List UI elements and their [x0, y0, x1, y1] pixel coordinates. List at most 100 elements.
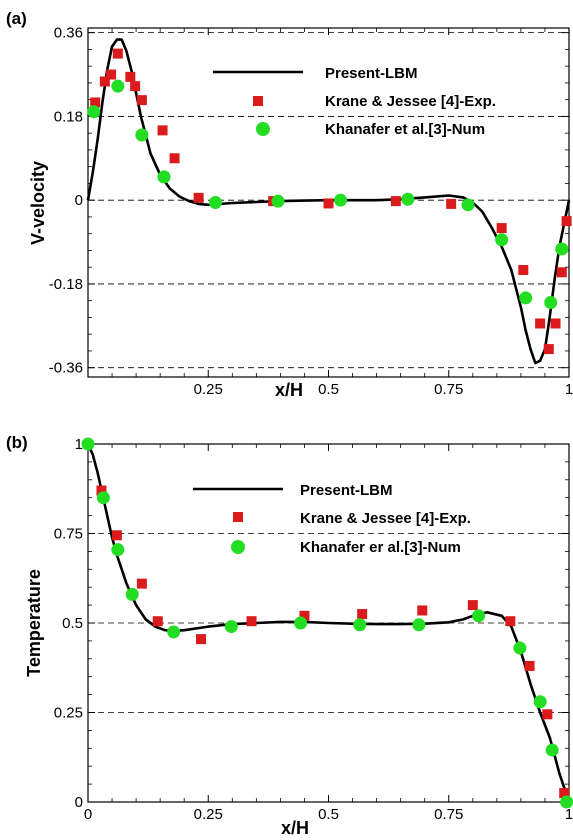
x-tick-label: 1 [565, 806, 573, 823]
panel-b-xlabel: x/H [281, 818, 309, 838]
exp-point-a [556, 267, 567, 278]
exp-point-a [550, 318, 561, 329]
panel-a-legend: Present-LBM Krane & Jessee [4]-Exp. Khan… [213, 65, 496, 138]
legend-a-item-1: Present-LBM [325, 65, 418, 82]
x-tick-label: 1 [565, 381, 573, 398]
panel-a-ylabel: V-velocity [28, 161, 48, 245]
num-point-a [401, 192, 415, 206]
num-point-a [271, 194, 285, 208]
panel-b-series [81, 437, 573, 809]
num-point-a [87, 105, 101, 119]
y-tick-label: -0.18 [49, 276, 83, 293]
panel-b: (b) 0 0.25 0.5 0.75 1 0 0.25 0.5 0.75 1 x/H Tempe… [6, 433, 573, 838]
num-point-b [224, 620, 238, 634]
legend-b-square-swatch [233, 512, 243, 522]
exp-point-a [535, 318, 546, 329]
y-tick-label: 0.25 [54, 705, 83, 722]
legend-a-item-2: Krane & Jessee [4]-Exp. [325, 93, 496, 110]
exp-point-b [299, 610, 310, 621]
exp-point-a [157, 125, 168, 136]
y-tick-label: 0.18 [54, 108, 83, 125]
exp-point-b [542, 709, 553, 720]
num-point-a [334, 193, 348, 207]
exp-point-a [390, 196, 401, 207]
num-point-b [81, 437, 95, 451]
exp-point-b [246, 616, 257, 627]
exp-point-b [505, 616, 516, 627]
panel-b-label: (b) [6, 433, 28, 452]
exp-point-a [99, 76, 110, 87]
exp-point-a [446, 198, 457, 209]
num-point-b [545, 743, 559, 757]
legend-b-item-3: Khanafer er al.[3]-Num [300, 539, 461, 556]
exp-point-a [106, 69, 117, 80]
exp-point-b [524, 660, 535, 671]
num-point-a [495, 233, 509, 247]
num-point-a [157, 170, 171, 184]
y-tick-label: 0.5 [62, 615, 83, 632]
num-point-a [519, 291, 533, 305]
panel-a-xlabel: x/H [275, 380, 303, 400]
exp-point-b [559, 788, 570, 799]
x-tick-label: 0 [84, 806, 92, 823]
exp-point-a [90, 97, 101, 108]
num-point-a [461, 198, 475, 212]
exp-point-b [467, 600, 478, 611]
exp-point-b [196, 634, 207, 645]
panel-a-series [86, 38, 572, 365]
legend-b-circle-swatch [231, 540, 245, 554]
y-tick-label: 0 [75, 192, 83, 209]
exp-point-a [543, 344, 554, 355]
exp-point-a [518, 264, 529, 275]
x-tick-label: 0.75 [434, 806, 463, 823]
y-tick-label: -0.36 [49, 360, 83, 377]
x-tick-label: 0.5 [318, 806, 339, 823]
legend-b-item-2: Krane & Jessee [4]-Exp. [300, 510, 471, 527]
num-point-b [353, 618, 367, 632]
exp-point-a [130, 81, 141, 92]
num-point-b [560, 795, 573, 809]
panel-a-label: (a) [6, 9, 27, 28]
num-point-a [135, 128, 149, 142]
num-point-b [125, 587, 139, 601]
num-point-b [167, 625, 181, 639]
exp-point-b [96, 485, 107, 496]
num-point-b [533, 695, 547, 709]
y-tick-label: 0.36 [54, 25, 83, 42]
y-tick-label: 1 [75, 436, 83, 453]
legend-a-square-swatch [253, 96, 263, 106]
exp-point-a [136, 95, 147, 106]
num-point-b [412, 618, 426, 632]
legend-a-item-3: Khanafer et al.[3]-Num [325, 121, 485, 138]
num-point-b [472, 609, 486, 623]
legend-a-circle-swatch [256, 122, 270, 136]
exp-point-b [111, 530, 122, 541]
panel-a-ticks: -0.36 -0.18 0 0.18 0.36 0.25 0.5 0.75 1 [49, 25, 573, 398]
num-point-b [96, 491, 110, 505]
exp-point-b [136, 578, 147, 589]
y-tick-label: 0 [75, 794, 83, 811]
exp-point-a [496, 223, 507, 234]
x-tick-label: 0.75 [434, 381, 463, 398]
series-line-a [86, 38, 571, 365]
exp-point-b [152, 616, 163, 627]
exp-point-b [417, 605, 428, 616]
num-point-b [111, 543, 125, 557]
y-tick-label: 0.75 [54, 526, 83, 543]
num-point-a [208, 196, 222, 209]
num-point-a [544, 296, 558, 310]
num-point-a [555, 242, 569, 256]
num-point-a [111, 79, 125, 93]
exp-point-a [193, 192, 204, 203]
exp-point-a [112, 48, 123, 59]
legend-b-item-1: Present-LBM [300, 482, 393, 499]
exp-point-a [561, 216, 572, 227]
panel-b-ticks: 0 0.25 0.5 0.75 1 0 0.25 0.5 0.75 1 [54, 436, 573, 823]
exp-point-a [169, 153, 180, 164]
x-tick-label: 0.25 [194, 806, 223, 823]
exp-point-b [357, 609, 368, 620]
exp-point-a [125, 71, 136, 82]
series-line-b [86, 443, 571, 803]
